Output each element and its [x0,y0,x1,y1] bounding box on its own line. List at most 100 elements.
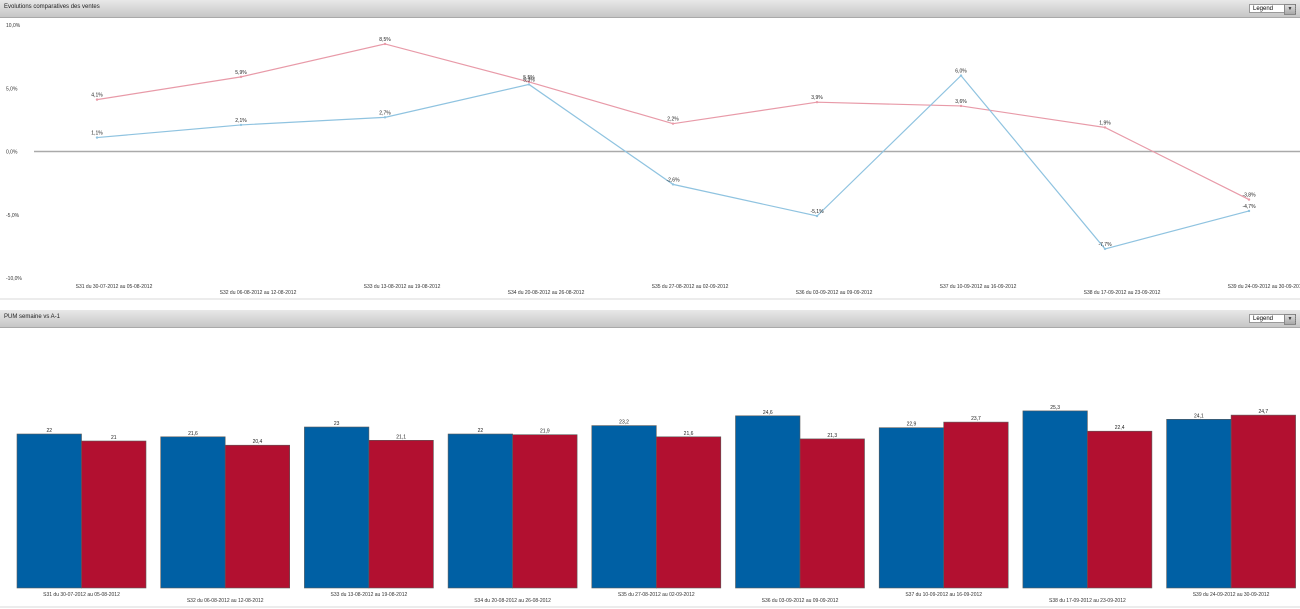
data-label: -7,7% [1098,242,1112,248]
bar-series-2[interactable] [943,421,1009,589]
data-label: 21,9 [540,429,550,435]
x-tick-label: S35 du 27-08-2012 au 02-09-2012 [652,284,729,290]
bar-series-1[interactable] [160,436,226,589]
data-label: 2,1% [235,118,247,124]
data-point[interactable] [1247,198,1251,201]
data-label: 22 [478,428,484,434]
data-label: 5,3% [523,77,535,83]
data-label: 6,0% [955,69,967,75]
bar-series-1[interactable] [447,433,513,589]
data-label: 24,1 [1194,413,1204,419]
data-label: -4,7% [1242,204,1256,210]
line-legend-dropdown[interactable]: Legend ▼ [1249,4,1296,15]
resize-grip-icon[interactable] [1295,314,1299,324]
series-line-2 [96,74,1250,250]
data-point[interactable] [239,123,243,127]
y-tick-label: -5,0% [6,213,20,219]
line-chart: 10,0% 5,0% 0,0% -5,0% -10,0% 4,1% 5,9% 8,5% 5,5%… [0,23,1300,300]
data-point[interactable] [815,214,819,218]
bar-legend-label: Legend [1253,316,1274,322]
x-tick-label: S33 du 13-08-2012 au 19-08-2012 [331,592,408,598]
data-label: 5,9% [235,70,247,76]
x-tick-label: S32 du 06-08-2012 au 12-08-2012 [187,598,264,604]
resize-grip-icon[interactable] [1295,4,1299,14]
data-label: -5,1% [810,209,824,215]
data-point[interactable] [527,83,531,86]
data-label: 21,6 [684,431,694,437]
bar-series-1[interactable] [878,427,945,589]
data-point[interactable] [1247,209,1251,213]
line-chart-header: Evolutions comparatives des ventes Legen… [0,0,1300,18]
data-label: 22,4 [1115,425,1125,431]
data-label: 23,2 [619,420,629,426]
x-tick-label: S33 du 13-08-2012 au 19-08-2012 [364,284,441,290]
data-point[interactable] [959,104,963,108]
data-point[interactable] [671,183,675,186]
bar-series-2[interactable] [655,436,722,589]
y-tick-label: 0,0% [6,150,18,156]
data-label: 23 [334,421,340,427]
data-point[interactable] [1103,126,1107,129]
y-tick-label: -10,0% [6,276,22,282]
bar-chart: 22 21 S31 du 30-07-2012 au 05-08-2012 21,6 2… [0,405,1300,608]
bar-series-1[interactable] [735,415,801,589]
bar-chart-header: PUM semaine vs A-1 Legend ▼ [0,310,1300,328]
data-label: 25,3 [1050,405,1060,411]
bar-series-1[interactable] [304,426,370,589]
data-label: 22,9 [907,422,917,428]
y-tick-label: 5,0% [6,86,18,92]
x-tick-label: S39 du 24-09-2012 au 30-09-2012 [1193,592,1270,598]
bar-series-2[interactable] [81,440,147,589]
data-label: 5,5% [523,75,535,81]
data-label: 21,3 [827,433,837,439]
data-label: 2,7% [379,110,391,116]
line-legend-label: Legend [1253,6,1274,12]
data-label: 24,6 [763,410,773,416]
bar-series-1[interactable] [591,425,657,589]
line-chart-panel: Evolutions comparatives des ventes Legen… [0,0,1300,300]
data-point[interactable] [383,116,387,119]
x-tick-label: S37 du 10-09-2012 au 16-09-2012 [905,592,982,598]
data-point[interactable] [815,100,819,104]
x-tick-label: S38 du 17-09-2012 au 23-09-2012 [1049,598,1126,604]
x-tick-label: S35 du 27-08-2012 au 02-09-2012 [618,592,695,598]
bar-series-1[interactable] [16,433,82,589]
data-label: 3,9% [811,95,823,101]
bar-series-1[interactable] [1166,419,1232,589]
bar-series-1[interactable] [1022,410,1088,589]
data-label: 3,6% [955,99,967,105]
y-tick-label: 10,0% [6,23,21,29]
data-label: 2,2% [667,117,679,123]
x-tick-label: S39 du 24-09-2012 au 30-09-2012 [1228,284,1300,290]
bar-series-2[interactable] [512,434,578,589]
x-tick-label: S34 du 20-08-2012 au 26-08-2012 [474,598,551,604]
x-tick-label: S37 du 10-09-2012 au 16-09-2012 [940,284,1017,290]
data-point[interactable] [959,74,963,77]
data-label: 4,1% [91,93,103,99]
data-point[interactable] [671,122,675,125]
data-label: 23,7 [971,416,981,422]
x-tick-label: S32 du 06-08-2012 au 12-08-2012 [220,290,297,296]
bar-series-2[interactable] [1230,414,1296,589]
data-point[interactable] [1103,247,1107,251]
line-chart-title: Evolutions comparatives des ventes [4,4,100,10]
data-label: 21,1 [396,434,406,440]
data-point[interactable] [239,75,243,79]
x-tick-label: S34 du 20-08-2012 au 26-08-2012 [508,290,585,296]
bar-series-2[interactable] [224,444,290,589]
data-label: 24,7 [1258,409,1268,415]
data-point[interactable] [527,80,531,84]
bar-series-2[interactable] [368,440,434,589]
data-label: 21 [111,435,117,441]
data-point[interactable] [95,136,99,139]
data-label: 1,1% [91,131,103,137]
bar-series-2[interactable] [799,438,865,589]
data-point[interactable] [383,42,387,46]
data-point[interactable] [95,98,99,101]
bar-series-2[interactable] [1087,430,1153,589]
bar-legend-dropdown[interactable]: Legend ▼ [1249,314,1296,325]
data-label: -3,8% [1242,193,1256,199]
data-label: 8,5% [379,37,391,43]
x-tick-label: S38 du 17-09-2012 au 23-09-2012 [1084,290,1161,296]
x-tick-label: S31 du 30-07-2012 au 05-08-2012 [76,284,153,290]
